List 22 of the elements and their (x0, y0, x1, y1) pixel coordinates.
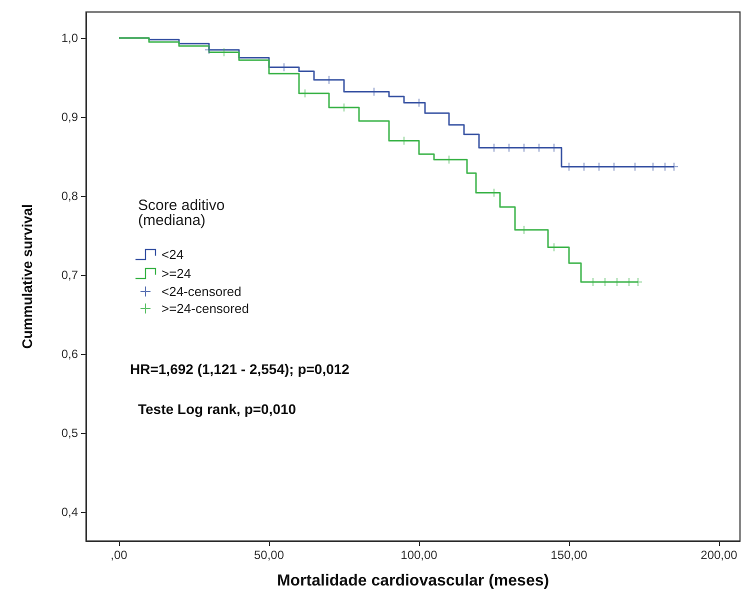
y-tick-label: 0,8 (61, 188, 78, 203)
x-tick-label: ,00 (110, 548, 128, 562)
x-axis-title: Mortalidade cardiovascular (meses) (276, 572, 550, 590)
y-axis-title: Cummulative survival (19, 204, 35, 349)
legend-label: >=24 (162, 266, 192, 281)
legend-label: <24-censored (162, 284, 242, 299)
x-tick-label: 150,00 (550, 548, 588, 562)
y-tick-label: 0,6 (61, 346, 78, 361)
y-tick-label: 0,7 (61, 268, 78, 282)
legend-label: <24 (162, 247, 184, 262)
x-tick-label: 100,00 (400, 548, 438, 562)
point (301, 89, 309, 98)
legend-title: Score aditivo (mediana) (138, 197, 225, 229)
x-tick-label: 50,00 (254, 548, 284, 562)
y-tick-label: 0,4 (61, 504, 78, 519)
x-tick-label: 200,00 (700, 548, 738, 562)
annotation: HR=1,692 (1,121 - 2,554); p=0,012 (130, 361, 350, 377)
y-tick-label: 0,5 (61, 426, 78, 440)
annotation: Teste Log rank, p=0,010 (138, 401, 296, 417)
y-tick-label: 1,0 (61, 31, 78, 46)
legend-label: >=24-censored (162, 301, 249, 316)
y-tick-label: 0,9 (61, 110, 78, 124)
